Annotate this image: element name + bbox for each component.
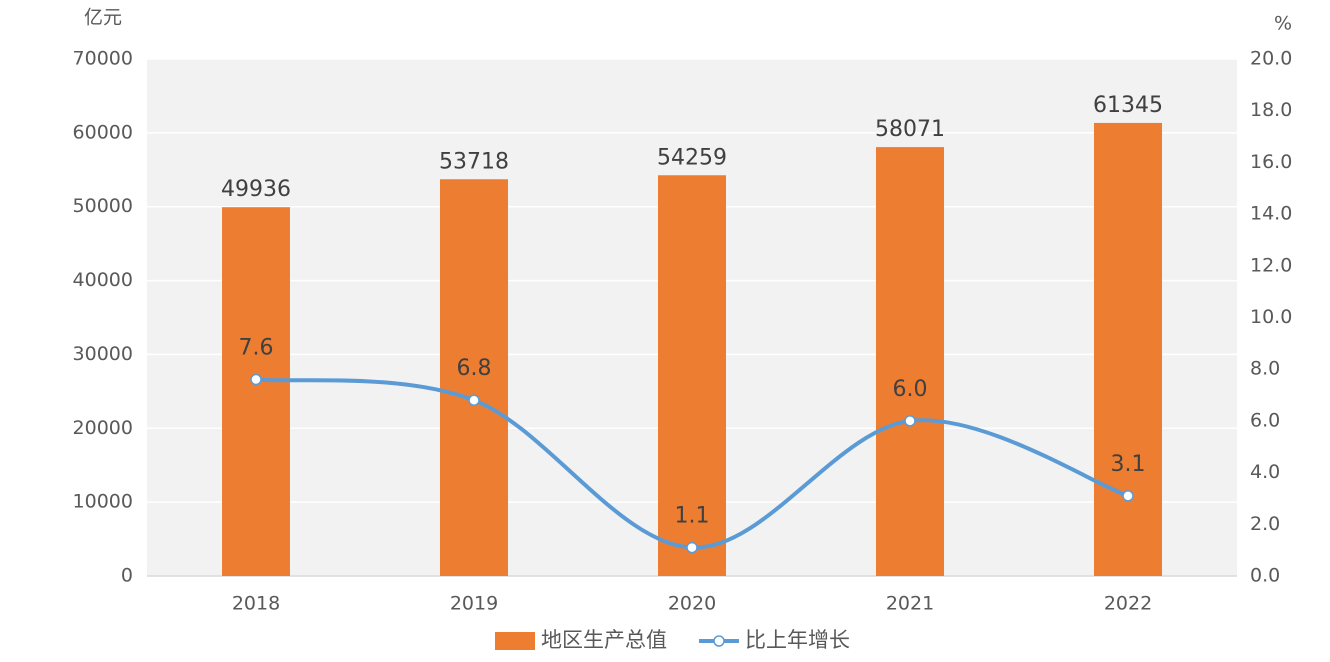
bar-value-label: 53718 bbox=[439, 149, 509, 174]
bar-value-label: 49936 bbox=[221, 177, 291, 202]
y2-tick-label: 12.0 bbox=[1250, 254, 1292, 276]
y2-axis-label: % bbox=[1274, 13, 1292, 35]
y-tick-label: 70000 bbox=[73, 48, 133, 70]
line-marker bbox=[1122, 490, 1134, 502]
line-marker bbox=[904, 415, 916, 427]
bar bbox=[222, 207, 290, 577]
y2-tick-label: 4.0 bbox=[1250, 461, 1280, 483]
bar-value-label: 54259 bbox=[657, 145, 727, 170]
y2-tick-label: 8.0 bbox=[1250, 358, 1280, 380]
bar bbox=[876, 147, 944, 576]
legend-swatch-marker bbox=[713, 635, 725, 647]
bar bbox=[440, 179, 508, 576]
y-tick-label: 60000 bbox=[73, 121, 133, 143]
line-value-label: 6.8 bbox=[457, 356, 492, 381]
y-axis-label: 亿元 bbox=[84, 7, 122, 29]
x-tick-label: 2021 bbox=[886, 593, 934, 615]
bar-value-label: 61345 bbox=[1093, 93, 1163, 118]
y-tick-label: 40000 bbox=[73, 269, 133, 291]
x-tick-label: 2020 bbox=[668, 593, 716, 615]
x-tick-label: 2018 bbox=[232, 593, 280, 615]
line-value-label: 3.1 bbox=[1111, 452, 1146, 477]
y-tick-label: 0 bbox=[121, 565, 133, 587]
y-tick-label: 30000 bbox=[73, 343, 133, 365]
line-value-label: 1.1 bbox=[675, 504, 710, 529]
line-marker bbox=[686, 541, 698, 554]
y2-tick-label: 14.0 bbox=[1250, 203, 1292, 225]
legend-swatch bbox=[495, 632, 535, 650]
x-tick-label: 2022 bbox=[1104, 593, 1152, 615]
bar bbox=[1094, 122, 1162, 577]
y2-tick-label: 18.0 bbox=[1250, 99, 1292, 121]
bar bbox=[658, 175, 726, 576]
y2-tick-label: 6.0 bbox=[1250, 409, 1280, 431]
y2-tick-label: 16.0 bbox=[1250, 151, 1292, 173]
line-value-label: 7.6 bbox=[239, 336, 274, 361]
legend-label: 地区生产总值 bbox=[541, 628, 667, 652]
bar-value-label: 58071 bbox=[875, 117, 945, 142]
legend-label: 比上年增长 bbox=[745, 628, 850, 652]
y-tick-label: 10000 bbox=[73, 491, 133, 513]
y2-tick-label: 10.0 bbox=[1250, 306, 1292, 328]
y2-tick-label: 0.0 bbox=[1250, 565, 1280, 587]
line-value-label: 6.0 bbox=[893, 377, 928, 402]
y2-tick-label: 20.0 bbox=[1250, 48, 1292, 70]
y2-tick-label: 2.0 bbox=[1250, 513, 1280, 535]
y-tick-label: 20000 bbox=[73, 417, 133, 439]
x-tick-label: 2019 bbox=[450, 593, 498, 615]
y-tick-label: 50000 bbox=[73, 195, 133, 217]
line-marker bbox=[468, 394, 480, 406]
line-marker bbox=[250, 373, 262, 386]
